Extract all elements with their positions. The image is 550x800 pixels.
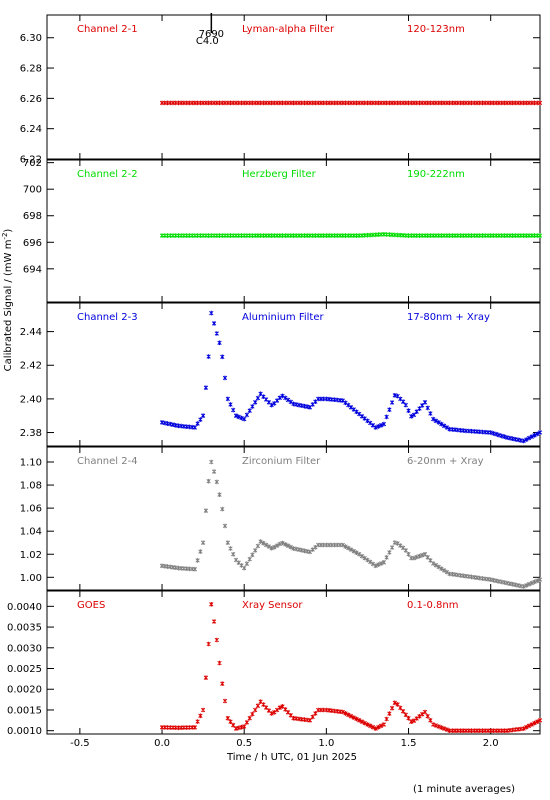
y-tick-label: 1.10	[20, 457, 42, 468]
flare-id-label: 7690	[199, 29, 224, 40]
y-tick-label: 1.00	[20, 573, 42, 584]
filter-label: Aluminium Filter	[242, 312, 325, 323]
data-series	[159, 602, 543, 733]
y-tick-label: 6.26	[20, 94, 42, 105]
band-label: 17-80nm + Xray	[407, 312, 490, 323]
band-label: 0.1-0.8nm	[407, 600, 459, 611]
panel-1: 6.22 6.24 6.26 6.28 6.30 Channel 2-1 Lyman-alp…	[20, 13, 543, 166]
y-tick-label: 0.0025	[7, 664, 42, 675]
filter-label: Xray Sensor	[242, 600, 303, 611]
y-tick-label: 0.0040	[7, 602, 42, 613]
flare-class-label: C4.0	[196, 36, 219, 47]
panel-frame	[46, 446, 541, 591]
x-tick-label: 1.5	[401, 738, 417, 749]
x-tick-label: 2.0	[483, 738, 499, 749]
y-tick-label: 2.40	[20, 394, 42, 405]
panel-frame	[46, 14, 541, 160]
y-tick-label: 694	[23, 264, 42, 275]
panel-5: 0.00100.00150.00200.00250.00300.00350.00…	[7, 590, 543, 749]
data-series	[159, 100, 543, 106]
channel-label: GOES	[77, 600, 105, 611]
channel-label: Channel 2-1	[77, 24, 138, 35]
channel-label: Channel 2-3	[77, 312, 138, 323]
x-tick-label: 1.0	[318, 738, 334, 749]
y-tick-label: 6.24	[20, 124, 42, 135]
x-tick-label: 0.5	[236, 738, 252, 749]
x-axis-label: Time / h UTC, 01 Jun 2025	[226, 752, 357, 763]
y-tick-label: 1.06	[20, 504, 42, 515]
y-tick-label: 0.0015	[7, 705, 42, 716]
y-tick-label: 1.02	[20, 550, 42, 561]
y-tick-label: 700	[23, 185, 42, 196]
x-tick-label: 0.0	[154, 738, 170, 749]
panel-frame	[46, 590, 541, 735]
y-tick-label: 696	[23, 238, 42, 249]
y-tick-label: 6.30	[20, 33, 42, 44]
y-axis-label: Calibrated Signal / (mW m-2)	[1, 229, 14, 372]
y-tick-label: 0.0010	[7, 726, 42, 737]
data-series	[159, 459, 543, 589]
filter-label: Zirconium Filter	[242, 456, 321, 467]
y-tick-label: 702	[23, 158, 42, 169]
y-tick-label: 6.22	[20, 155, 42, 166]
panel-4: 1.00 1.02 1.04 1.06 1.08 1.10 Channel 2-4 Zirco…	[20, 446, 543, 591]
y-tick-label: 698	[23, 211, 42, 222]
filter-label: Lyman-alpha Filter	[242, 24, 335, 35]
band-label: 120-123nm	[407, 24, 465, 35]
y-tick-label: 2.44	[20, 327, 42, 338]
data-series	[159, 310, 543, 444]
averaging-footnote: (1 minute averages)	[413, 784, 515, 795]
panel-3: 2.38 2.40 2.42 2.44 Channel 2-3 Aluminium Fil…	[20, 302, 543, 447]
channel-label: Channel 2-2	[77, 169, 138, 180]
y-tick-label: 1.04	[20, 527, 42, 538]
channel-label: Channel 2-4	[77, 456, 138, 467]
y-tick-label: 0.0030	[7, 643, 42, 654]
panel-frame	[46, 302, 541, 447]
y-tick-label: 0.0020	[7, 685, 42, 696]
y-tick-label: 6.28	[20, 64, 42, 75]
panel-2: 694 696 698 700 702 Channel 2-2 Herzberg Filte…	[23, 158, 543, 303]
x-tick-label: -0.5	[70, 738, 90, 749]
data-series	[159, 232, 543, 238]
filter-label: Herzberg Filter	[242, 169, 317, 180]
band-label: 6-20nm + Xray	[407, 456, 484, 467]
y-tick-label: 2.42	[20, 361, 42, 372]
band-label: 190-222nm	[407, 169, 465, 180]
y-tick-label: 2.38	[20, 428, 42, 439]
y-tick-label: 0.0035	[7, 623, 42, 634]
panel-frame	[46, 159, 541, 303]
y-tick-label: 1.08	[20, 481, 42, 492]
